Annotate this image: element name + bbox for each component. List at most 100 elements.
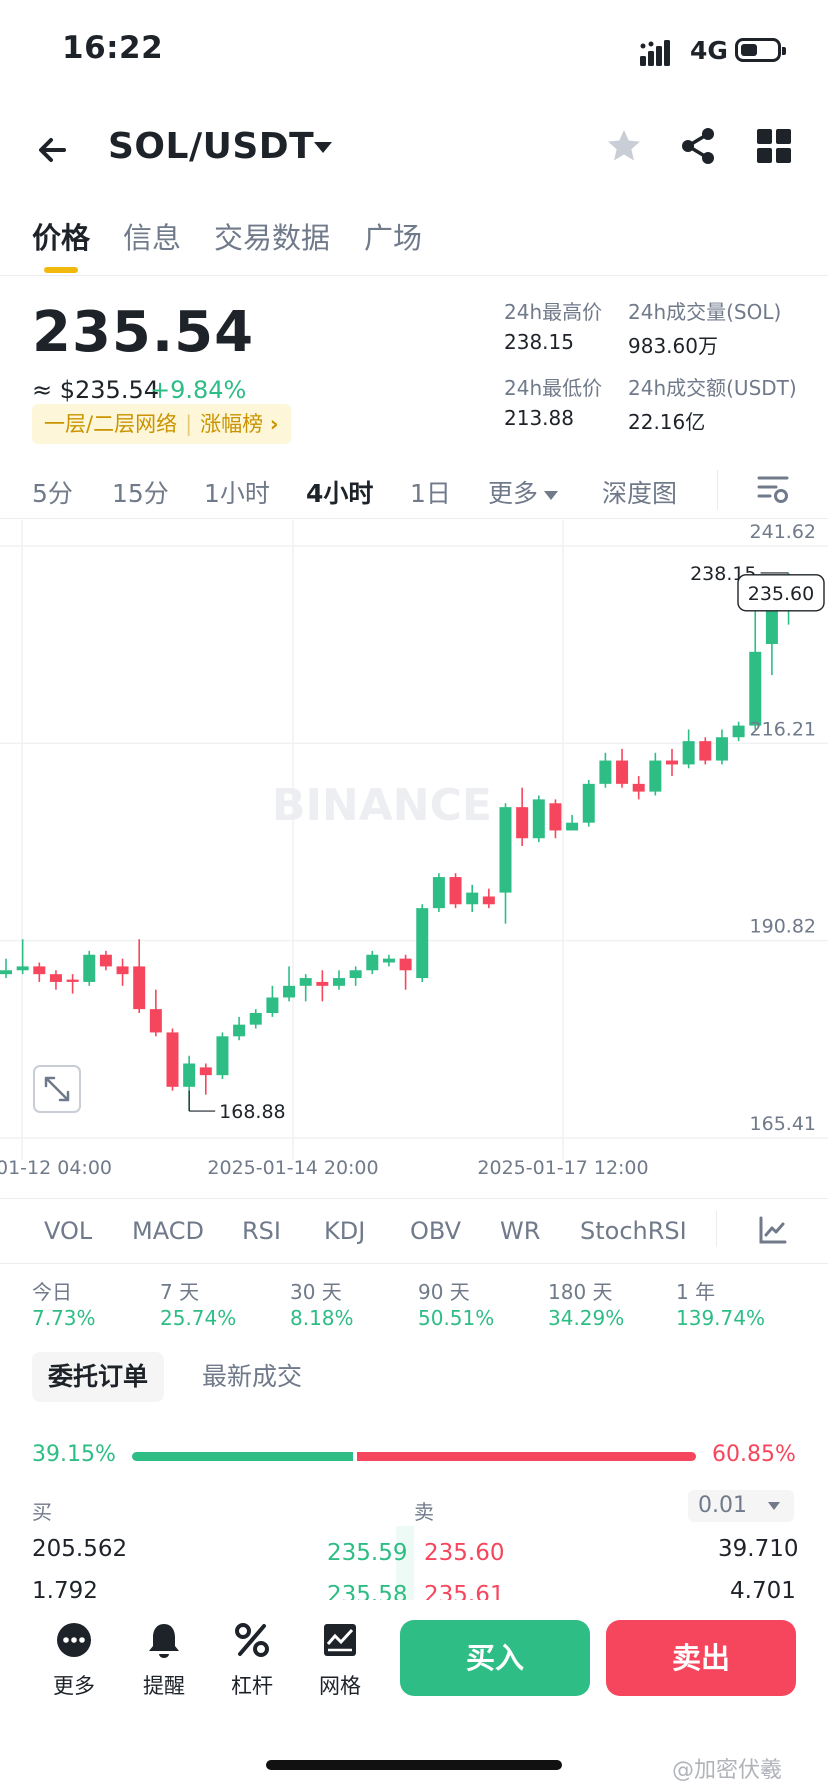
- sell-ratio-bar: [357, 1452, 696, 1461]
- percent-icon: [235, 1623, 269, 1657]
- performance-row: 今日 7.73% 7 天 25.74% 30 天 8.18% 90 天 50.5…: [0, 1272, 828, 1338]
- candle-body: [582, 783, 595, 823]
- divider: [717, 470, 718, 510]
- buy-ratio-bar: [132, 1452, 353, 1461]
- candle-body: [283, 985, 296, 998]
- alert-button[interactable]: 提醒: [124, 1620, 204, 1700]
- perf-value: 8.18%: [290, 1306, 354, 1330]
- last-price: 235.54: [32, 300, 255, 365]
- grid-menu-icon[interactable]: [756, 128, 792, 164]
- margin-button[interactable]: 杠杆: [212, 1620, 292, 1700]
- y-tick-label: 190.82: [750, 916, 816, 938]
- chart-settings-icon[interactable]: [756, 472, 790, 506]
- interval-1h[interactable]: 1小时: [204, 479, 270, 508]
- ask-price[interactable]: 235.61: [424, 1582, 505, 1600]
- back-arrow-icon[interactable]: [34, 130, 74, 170]
- tab-latest-trades[interactable]: 最新成交: [202, 1362, 303, 1391]
- candle-body: [682, 741, 695, 765]
- interval-15m[interactable]: 15分: [112, 479, 169, 508]
- candle-body: [699, 741, 712, 761]
- tab-square[interactable]: 广场: [364, 221, 423, 255]
- grid-bot-button[interactable]: 网格: [300, 1620, 380, 1700]
- interval-4h[interactable]: 4小时: [306, 479, 374, 508]
- status-bar: 16:22 4G: [0, 0, 828, 100]
- amount-label: 24h成交额(USDT): [628, 376, 797, 400]
- indicator-macd[interactable]: MACD: [132, 1217, 204, 1245]
- indicator-stochrsi[interactable]: StochRSI: [580, 1217, 687, 1245]
- indicator-vol[interactable]: VOL: [44, 1217, 93, 1245]
- sell-button[interactable]: 卖出: [606, 1620, 796, 1696]
- tag-network[interactable]: 一层/二层网络: [44, 412, 178, 436]
- bid-quantity: 1.792: [32, 1578, 98, 1600]
- candle-body: [116, 966, 129, 975]
- order-book: 买 卖 0.01 205.562 235.59 235.60 39.710 1.…: [0, 1490, 828, 1600]
- expand-icon[interactable]: [33, 1065, 81, 1113]
- x-tick-label: 01-12 04:00: [0, 1157, 112, 1179]
- indicator-wr[interactable]: WR: [500, 1217, 541, 1245]
- candle-body: [166, 1032, 179, 1087]
- buy-button[interactable]: 买入: [400, 1620, 590, 1696]
- bid-price[interactable]: 235.58: [327, 1582, 408, 1600]
- interval-5m[interactable]: 5分: [32, 479, 73, 508]
- high-label: 24h最高价: [504, 300, 603, 324]
- star-icon[interactable]: [604, 126, 644, 166]
- indicator-rsi[interactable]: RSI: [242, 1217, 281, 1245]
- low-label: 24h最低价: [504, 376, 603, 400]
- candle-body: [449, 877, 462, 905]
- chart-watermark: BINANCE: [272, 780, 492, 831]
- interval-1d[interactable]: 1日: [410, 479, 451, 508]
- candle-body: [0, 970, 12, 975]
- candlestick-chart[interactable]: BINANCE 241.62 216.21 190.82 165.41 01-12 0…: [0, 520, 828, 1180]
- tag-gainers[interactable]: 涨幅榜: [200, 412, 264, 436]
- ask-price[interactable]: 235.60: [424, 1540, 505, 1566]
- tab-trade-data[interactable]: 交易数据: [214, 221, 331, 255]
- indicator-chart-icon[interactable]: [758, 1215, 788, 1245]
- change-percent: +9.84%: [150, 376, 247, 404]
- perf-label: 30 天: [290, 1280, 342, 1304]
- x-axis-labels: 01-12 04:00 2025-01-14 20:00 2025-01-17 12…: [0, 1157, 649, 1179]
- battery-icon: [735, 38, 786, 62]
- share-icon[interactable]: [678, 126, 718, 166]
- perf-label: 今日: [32, 1280, 72, 1304]
- more-button[interactable]: 更多: [34, 1620, 114, 1700]
- low-value: 213.88: [504, 406, 574, 430]
- indicator-kdj[interactable]: KDJ: [324, 1217, 366, 1245]
- chevron-down-icon[interactable]: [314, 142, 332, 153]
- candle-body: [732, 725, 745, 738]
- candle-body: [632, 783, 645, 792]
- divider: [716, 1211, 717, 1247]
- precision-select[interactable]: 0.01: [688, 1490, 794, 1522]
- pair-title[interactable]: SOL/USDT: [108, 126, 315, 167]
- active-tab-indicator: [44, 267, 78, 273]
- interval-more[interactable]: 更多: [488, 474, 559, 510]
- high-value: 238.15: [504, 330, 574, 354]
- depth-chart-tab[interactable]: 深度图: [602, 479, 678, 508]
- candle-body: [482, 896, 495, 905]
- candle-body: [382, 958, 395, 963]
- status-time: 16:22: [62, 30, 164, 66]
- tab-order-book[interactable]: 委托订单: [32, 1352, 165, 1402]
- home-indicator: [266, 1760, 562, 1770]
- indicator-obv[interactable]: OBV: [410, 1217, 462, 1245]
- perf-value: 139.74%: [676, 1306, 765, 1330]
- bid-price[interactable]: 235.59: [327, 1540, 408, 1566]
- category-tag[interactable]: 一层/二层网络 | 涨幅榜 ›: [32, 404, 291, 444]
- chevron-right-icon: ›: [269, 412, 279, 436]
- tab-info[interactable]: 信息: [123, 221, 182, 255]
- candle-body: [399, 958, 412, 971]
- candle-body: [349, 970, 362, 979]
- candle-body: [299, 978, 312, 986]
- candle-body: [616, 760, 629, 784]
- perf-value: 7.73%: [32, 1306, 96, 1330]
- tab-price[interactable]: 价格: [32, 221, 91, 255]
- candle-body: [333, 978, 345, 986]
- y-tick-label: 216.21: [750, 718, 816, 740]
- bell-icon: [149, 1624, 179, 1658]
- candle-body: [432, 877, 445, 909]
- signal-icon: [640, 40, 670, 66]
- candle-body: [99, 954, 112, 967]
- candle-body: [149, 1009, 162, 1033]
- candle-body: [16, 966, 29, 971]
- bottom-action-bar: 更多 提醒 杠杆 网格 买入 卖出 @加密伏羲: [0, 1600, 828, 1792]
